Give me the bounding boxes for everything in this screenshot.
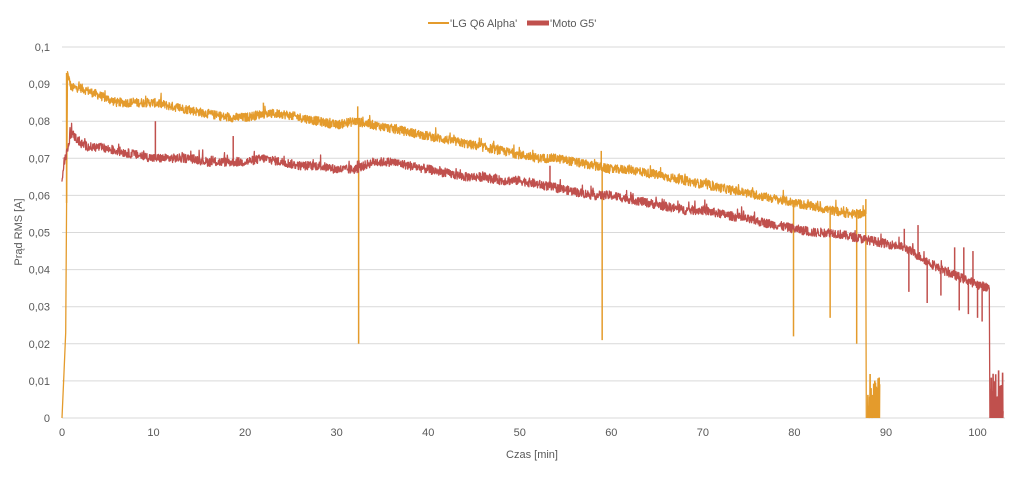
y-tick-label: 0,04 xyxy=(29,265,50,277)
y-tick-label: 0,02 xyxy=(29,339,50,351)
series-layer xyxy=(61,70,1004,419)
series-tail-moto-g5 xyxy=(989,370,1004,419)
x-axis-title: Czas [min] xyxy=(506,449,558,461)
x-tick-label: 30 xyxy=(331,427,343,439)
x-tick-label: 10 xyxy=(147,427,159,439)
series-line-lg-q6-alpha xyxy=(61,70,867,419)
x-tick-label: 80 xyxy=(788,427,800,439)
y-tick-label: 0,06 xyxy=(29,190,50,202)
legend-label-moto-g5: 'Moto G5' xyxy=(550,18,596,30)
x-tick-label: 70 xyxy=(697,427,709,439)
y-tick-label: 0,1 xyxy=(35,42,50,54)
x-tick-label: 90 xyxy=(880,427,892,439)
x-tick-label: 0 xyxy=(59,427,65,439)
series-moto-g5 xyxy=(61,121,1004,419)
series-line-moto-g5 xyxy=(61,122,991,419)
legend-item-moto-g5[interactable]: 'Moto G5' xyxy=(527,18,596,30)
y-tick-label: 0,03 xyxy=(29,302,50,314)
legend-label-lg-q6-alpha: 'LG Q6 Alpha' xyxy=(450,18,517,30)
legend-item-lg-q6-alpha[interactable]: 'LG Q6 Alpha' xyxy=(428,18,517,30)
y-tick-label: 0,05 xyxy=(29,228,50,240)
x-tick-label: 40 xyxy=(422,427,434,439)
legend: 'LG Q6 Alpha' 'Moto G5' xyxy=(428,18,596,30)
y-tick-label: 0,08 xyxy=(29,116,50,128)
y-tick-label: 0,07 xyxy=(29,153,50,165)
y-tick-label: 0,09 xyxy=(29,79,50,91)
x-tick-label: 100 xyxy=(968,427,986,439)
gridlines xyxy=(62,46,1005,419)
series-lg-q6-alpha xyxy=(61,70,881,419)
y-tick-label: 0 xyxy=(44,413,50,425)
x-axis-ticks: 0 10 20 30 40 50 60 70 80 90 100 xyxy=(59,427,987,439)
y-axis-ticks: 0 0,01 0,02 0,03 0,04 0,05 0,06 0,07 0,08 0,09 0,1 xyxy=(29,42,50,425)
series-tail-lg-q6-alpha xyxy=(866,373,881,419)
x-tick-label: 60 xyxy=(605,427,617,439)
y-tick-label: 0,01 xyxy=(29,376,50,388)
y-axis-title: Prąd RMS [A] xyxy=(13,198,25,265)
x-tick-label: 20 xyxy=(239,427,251,439)
x-tick-label: 50 xyxy=(514,427,526,439)
